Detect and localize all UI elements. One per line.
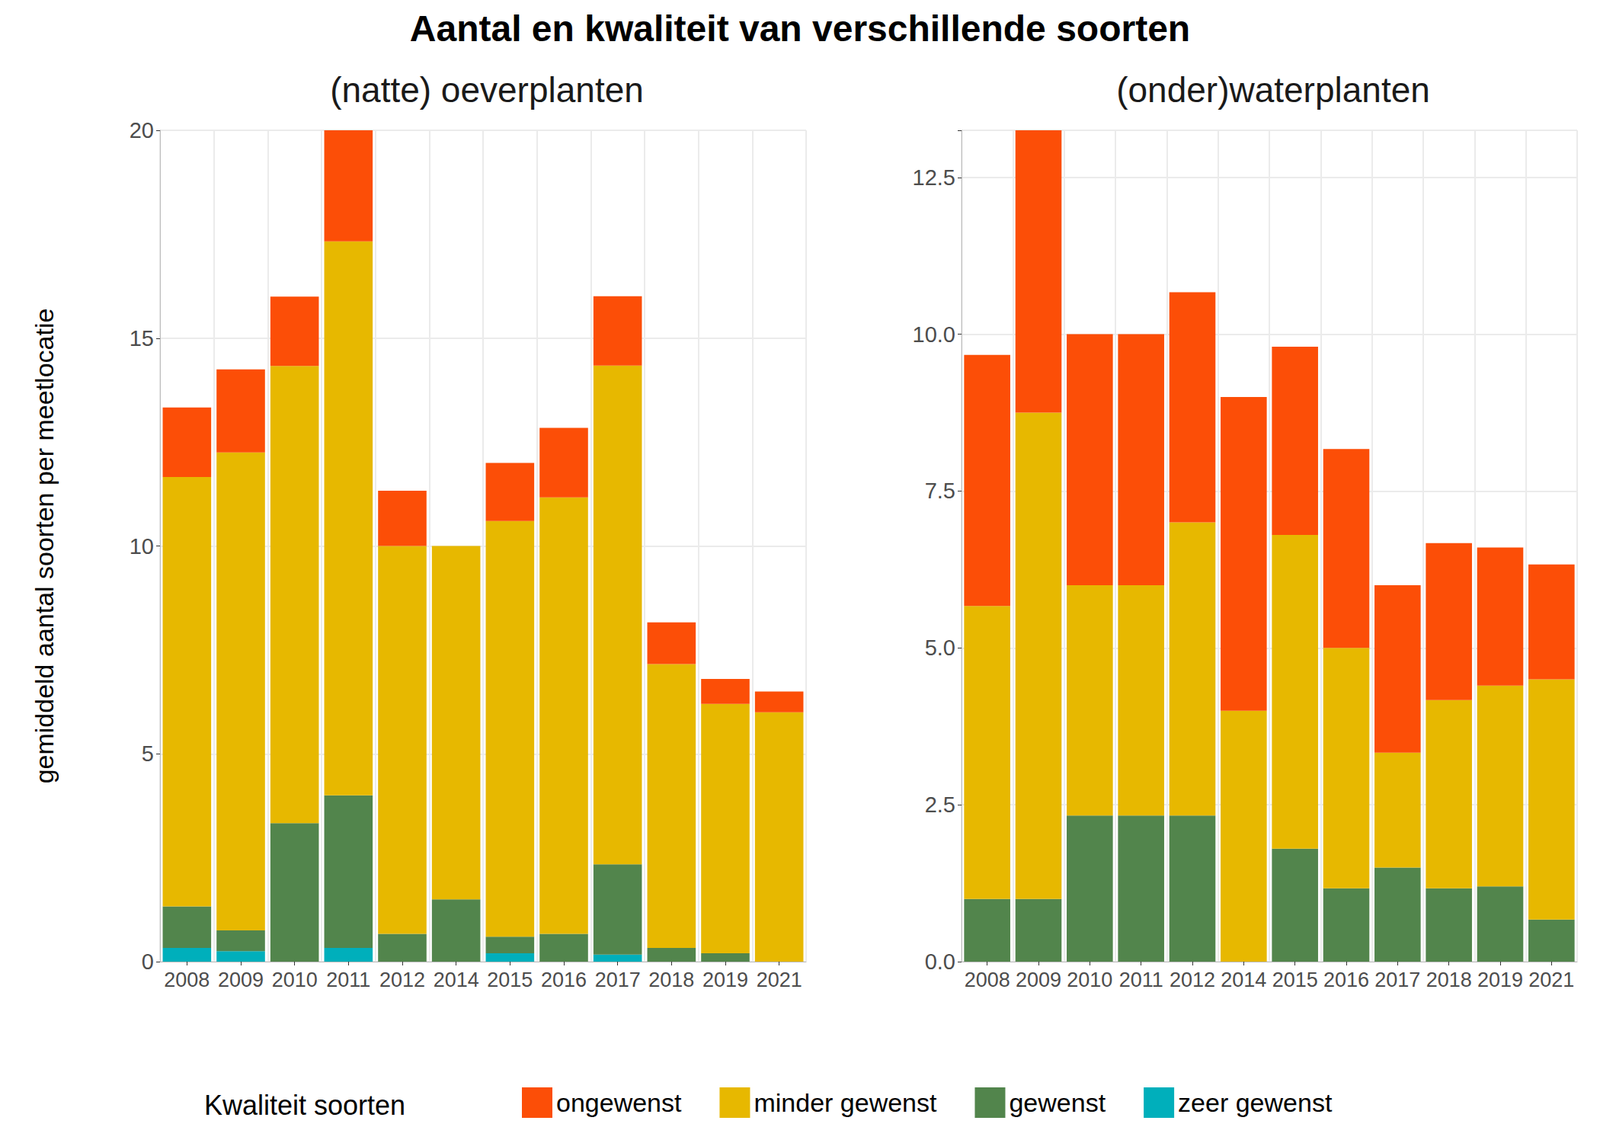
svg-text:15: 15	[129, 326, 154, 351]
svg-text:2014: 2014	[1220, 968, 1267, 992]
svg-text:2009: 2009	[217, 968, 264, 992]
svg-text:2011: 2011	[1119, 968, 1164, 992]
svg-text:10: 10	[129, 534, 154, 559]
svg-text:ongewenst: ongewenst	[556, 1088, 682, 1117]
svg-text:2018: 2018	[1426, 968, 1472, 992]
svg-text:(onder)waterplanten: (onder)waterplanten	[1116, 70, 1431, 110]
svg-text:2.5: 2.5	[924, 792, 956, 817]
svg-text:0.0: 0.0	[924, 949, 956, 974]
svg-text:2017: 2017	[595, 968, 641, 992]
svg-text:(natte) oeverplanten: (natte) oeverplanten	[329, 70, 644, 110]
svg-text:2012: 2012	[1169, 968, 1216, 992]
svg-text:2021: 2021	[1528, 968, 1575, 992]
svg-text:2016: 2016	[1323, 968, 1370, 992]
svg-text:10.0: 10.0	[912, 322, 956, 347]
svg-text:2008: 2008	[964, 968, 1011, 992]
svg-text:0: 0	[141, 949, 154, 974]
svg-text:7.5: 7.5	[924, 478, 956, 503]
svg-text:Aantal en kwaliteit van versch: Aantal en kwaliteit van verschillende so…	[409, 8, 1191, 49]
svg-text:2019: 2019	[702, 968, 749, 992]
svg-text:2015: 2015	[486, 968, 533, 992]
svg-text:2018: 2018	[648, 968, 695, 992]
svg-text:2010: 2010	[1066, 968, 1113, 992]
svg-text:2021: 2021	[756, 968, 803, 992]
svg-text:2019: 2019	[1477, 968, 1524, 992]
svg-text:gewenst: gewenst	[1008, 1088, 1106, 1117]
svg-text:20: 20	[129, 118, 154, 143]
svg-text:minder gewenst: minder gewenst	[753, 1088, 938, 1117]
svg-text:2015: 2015	[1272, 968, 1319, 992]
svg-text:2008: 2008	[163, 968, 210, 992]
svg-text:Kwaliteit soorten: Kwaliteit soorten	[204, 1089, 406, 1121]
svg-text:2010: 2010	[272, 968, 318, 992]
svg-text:2009: 2009	[1015, 968, 1062, 992]
svg-text:zeer gewenst: zeer gewenst	[1177, 1088, 1333, 1117]
svg-text:2012: 2012	[379, 968, 426, 992]
svg-text:2017: 2017	[1374, 968, 1421, 992]
svg-text:2011: 2011	[326, 968, 371, 992]
svg-text:5: 5	[141, 741, 154, 766]
svg-text:2016: 2016	[540, 968, 587, 992]
svg-text:gemiddeld aantal soorten per m: gemiddeld aantal soorten per meetlocatie	[29, 308, 59, 784]
svg-text:2014: 2014	[433, 968, 480, 992]
svg-text:5.0: 5.0	[924, 635, 956, 660]
svg-text:12.5: 12.5	[912, 165, 956, 190]
